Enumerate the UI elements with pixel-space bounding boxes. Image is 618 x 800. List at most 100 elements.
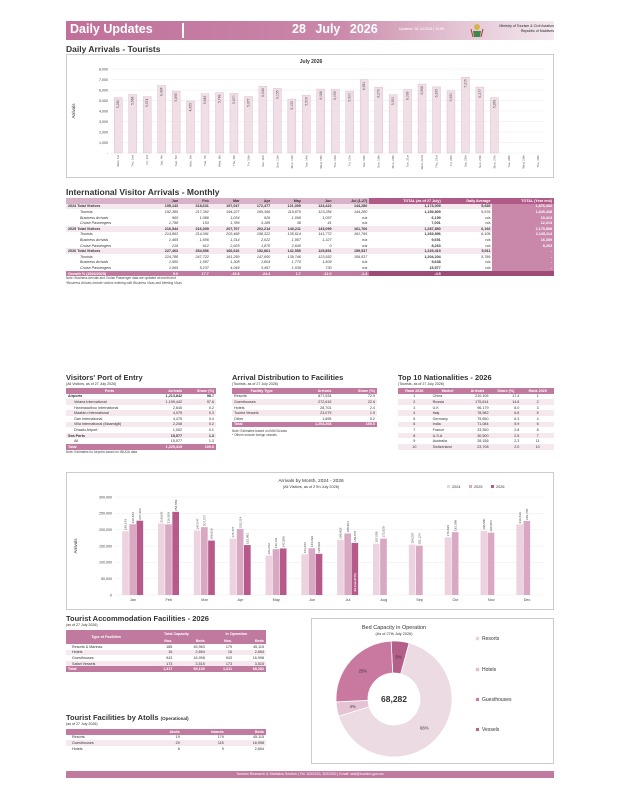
facility-column-header: Arrivals xyxy=(291,388,334,394)
daily-x-tick: Thu, 23rd xyxy=(435,155,439,168)
monthly-x-tick: Feb xyxy=(165,598,172,602)
legend-label: 2025 xyxy=(474,485,482,489)
bed-legend-swatch xyxy=(475,667,480,672)
monthly-bar-label: 207,707 xyxy=(203,515,207,526)
daily-y-tick: - xyxy=(107,151,109,155)
monthly-cell: 1,314 xyxy=(230,237,240,242)
nationality-cell: 4 xyxy=(398,410,431,416)
accommodation-subheader: Nos. xyxy=(206,637,234,644)
daily-chart-frame: July 2026 Arrivals - 1,000 2,000 3,000 4,000 5,… xyxy=(66,54,554,178)
monthly-cell: 152,861 xyxy=(241,248,273,254)
monthly-bar-label: 196,580 xyxy=(482,518,486,529)
daily-bar-label: 6,039 xyxy=(406,91,410,100)
monthly-cell: 141,772 xyxy=(318,232,332,237)
bed-legend-swatch xyxy=(475,727,480,732)
atoll-row: Guesthouses 20 115 16,998 xyxy=(66,740,266,746)
monthly-bar-label: 157,055 xyxy=(375,531,379,542)
daily-x-tick: Wed, 1st xyxy=(116,155,120,167)
monthly-cell: 17.7 xyxy=(180,270,211,277)
nationality-cell: 8 xyxy=(536,427,539,432)
monthly-note: Note: Business Arrivals and Cruise Passe… xyxy=(66,276,176,281)
monthly-bar-label: 166,616 xyxy=(210,528,214,539)
monthly-cell: 142,555 xyxy=(272,248,303,254)
facility-cell: Total xyxy=(232,421,292,428)
monthly-bar xyxy=(380,538,387,595)
monthly-cell: 216,544 xyxy=(149,225,181,232)
port-cell: 1.3 xyxy=(208,439,214,444)
daily-x-tick: Tue, 14th xyxy=(304,155,308,168)
monthly-cell: 1,845,438 xyxy=(492,209,554,215)
port-cell: 0.2 xyxy=(184,421,216,428)
nationality-cell: 96,179 xyxy=(477,405,489,410)
monthly-cell: 2,145,114 xyxy=(492,231,554,238)
monthly-cell: 214,091 xyxy=(195,232,209,237)
monthly-x-tick: Jan xyxy=(130,598,136,602)
monthly-cell: n/a xyxy=(362,215,368,220)
daily-y-tick: 3,000 xyxy=(99,120,108,124)
facility-subtitle: (Tourists, as of 27 July 2026) xyxy=(232,382,278,386)
monthly-column-header: Apr xyxy=(241,198,273,204)
daily-bar xyxy=(475,86,485,154)
monthly-table: Jan Feb Mar Apr May Jun Jul (1-27) TOTAL (as of… xyxy=(66,198,554,277)
monthly-cell: 7,001 xyxy=(431,221,441,226)
port-row: Total 1,229,419 100.0 xyxy=(66,443,216,450)
accommodation-table: Type of Facilities Total Capacity In Opera… xyxy=(66,630,266,672)
monthly-cell: 216 xyxy=(171,243,179,248)
accommodation-subheader-row: Nos. Beds Nos. Beds xyxy=(66,637,266,644)
monthly-cell xyxy=(442,270,493,277)
daily-x-tick: Wed, 29th xyxy=(521,155,525,169)
facility-cell: 100.0 xyxy=(333,421,377,428)
accommodation-cell: 16,998 xyxy=(193,655,205,660)
facility-row: Guesthouses 272,615 22.6 xyxy=(232,399,377,405)
accommodation-cell: 943 xyxy=(166,655,173,660)
port-row: Velana International 1,199,442 97.6 xyxy=(66,399,216,405)
nationalities-table: Rank 2026 Market Arrivals Share (%) Rank 202… xyxy=(398,388,554,450)
legend-swatch xyxy=(469,485,472,488)
monthly-cell: 6,199 xyxy=(431,215,441,220)
monthly-bar-label: 254,556 xyxy=(174,499,178,510)
accommodation-cell: 185 xyxy=(166,644,173,649)
monthly-bar xyxy=(416,545,423,595)
daily-bar-label: 5,374 xyxy=(145,98,149,107)
nationality-cell: Australia xyxy=(432,439,447,444)
port-cell: Total xyxy=(66,443,154,450)
port-cell: 1,213,842 xyxy=(165,394,183,399)
accommodation-cell: 173 xyxy=(206,660,234,667)
port-cell: 1,199,442 xyxy=(153,399,185,405)
monthly-row: Cruise Passengers 1,798 153 1,786 3,185 38 41 n… xyxy=(66,220,554,226)
facility-cell: 1.9 xyxy=(333,410,377,416)
monthly-cell: 1,597 xyxy=(199,260,209,265)
monthly-header-row: Jan Feb Mar Apr May Jun Jul (1-27) TOTAL (as of… xyxy=(66,198,554,204)
monthly-cell: 1,804 xyxy=(260,260,271,265)
monthly-cell: 41 xyxy=(327,221,332,226)
monthly-row: Business Arrivals 960 1,086 1,034 926 1,096 1,… xyxy=(66,214,554,221)
monthly-cell: 1,876,432 xyxy=(492,203,554,210)
port-column-header: Ports xyxy=(66,388,154,394)
monthly-cell: -19.8 xyxy=(210,270,242,277)
port-cell: 1.3 xyxy=(184,432,216,439)
daily-arrivals-chart: July 2026 Arrivals - 1,000 2,000 3,000 4,000 5,… xyxy=(71,59,545,169)
bed-legend-swatch xyxy=(475,697,480,702)
monthly-row-label: Tourists xyxy=(80,254,93,259)
daily-y-tick: 7,000 xyxy=(99,78,108,82)
accommodation-cell: 1,317 xyxy=(146,666,175,672)
nationality-cell: 6 xyxy=(521,421,554,428)
bed-legend-label: Hotels xyxy=(482,667,497,673)
monthly-cell: 135,614 xyxy=(287,232,301,237)
daily-bar xyxy=(403,89,412,154)
atoll-cell: 20 xyxy=(144,740,182,746)
country-line: Republic of Maldives xyxy=(520,29,554,33)
bed-legend-label: Guesthouses xyxy=(482,697,512,703)
port-cell: 0.4 xyxy=(208,416,214,421)
daily-x-tick: Mon, 6th xyxy=(189,155,193,167)
accommodation-cell: 16,998 xyxy=(252,655,264,660)
monthly-cell: 12,213 xyxy=(492,220,554,226)
monthly-cell: 166,616 xyxy=(210,248,242,254)
monthly-bar xyxy=(208,540,215,595)
daily-bar-label: 6,568 xyxy=(420,86,424,95)
nationality-row: 3 U.K 96,179 8.0 3 xyxy=(398,405,554,411)
facility-row: Hotels 28,701 2.4 xyxy=(232,405,377,411)
daily-y-tick: 2,000 xyxy=(99,130,108,134)
facility-section: Arrival Distribution to Facilities (Tour… xyxy=(232,373,377,438)
accommodation-cell: 3,515 xyxy=(174,660,207,667)
